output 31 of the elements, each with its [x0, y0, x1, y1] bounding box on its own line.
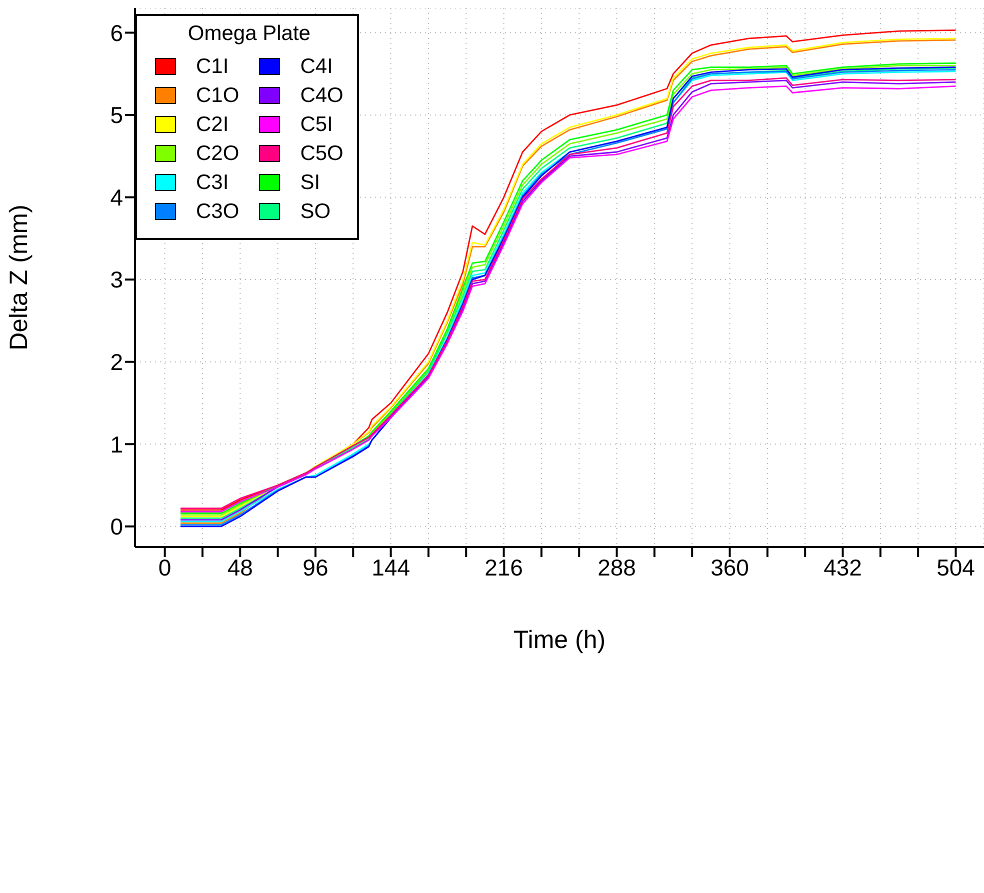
- legend-label: C3O: [196, 200, 240, 224]
- y-tick-label: 4: [110, 184, 124, 210]
- y-axis-title: Delta Z (mm): [4, 204, 33, 350]
- legend-label: SO: [300, 200, 331, 224]
- y-tick-label: 2: [110, 349, 123, 376]
- x-tick-label: 288: [598, 554, 636, 580]
- x-tick-label: 48: [227, 554, 253, 580]
- legend-label: C2O: [196, 142, 240, 166]
- y-tick-label: 6: [110, 20, 123, 46]
- y-tick-label: 0: [110, 514, 123, 540]
- y-tick-label: 5: [110, 102, 123, 128]
- y-tick-label: 3: [110, 266, 123, 293]
- legend-label: C1O: [196, 84, 240, 108]
- legend-label: C3I: [196, 170, 229, 194]
- x-tick-label: 144: [372, 554, 410, 580]
- legend-label: C2I: [196, 112, 229, 136]
- x-tick-label: 96: [302, 554, 328, 580]
- legend-label: C4O: [300, 84, 344, 108]
- x-tick-label: 360: [710, 554, 749, 580]
- legend-label: C5O: [300, 142, 344, 166]
- x-tick-label: 0: [158, 554, 172, 580]
- legend-label: C4I: [300, 54, 333, 78]
- legend-title: Omega Plate: [186, 22, 312, 46]
- x-tick-label: 432: [824, 554, 862, 580]
- legend-label: SI: [300, 170, 320, 194]
- y-tick-label: 1: [110, 431, 123, 458]
- x-tick-label: 216: [484, 554, 523, 580]
- x-tick-label: 504: [936, 554, 976, 580]
- legend-label: C1I: [196, 54, 229, 78]
- x-axis-title: Time (h): [513, 626, 606, 654]
- legend-label: C5I: [300, 112, 333, 136]
